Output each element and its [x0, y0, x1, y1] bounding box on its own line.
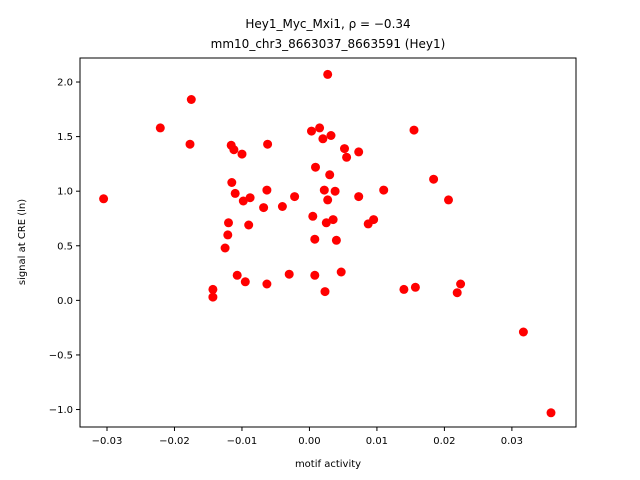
scatter-point: [240, 277, 250, 287]
scatter-point: [308, 211, 318, 221]
scatter-point: [185, 139, 195, 149]
scatter-point: [342, 152, 352, 162]
scatter-point: [330, 186, 340, 196]
y-tick-label: 2.0: [57, 78, 73, 89]
x-tick-label: −0.01: [227, 436, 258, 447]
y-tick-label: 0.5: [57, 241, 73, 252]
scatter-point: [518, 327, 528, 337]
x-ticks: −0.03 −0.02 −0.01 0.00 0.01 0.02 0.03: [92, 427, 523, 447]
scatter-point: [444, 195, 453, 205]
scatter-point: [354, 147, 364, 157]
x-tick-label: 0.03: [501, 436, 523, 447]
scatter-point: [262, 185, 272, 195]
y-axis-label: signal at CRE (ln): [17, 199, 28, 285]
scatter-point: [331, 235, 341, 245]
y-tick-label: 0.0: [57, 296, 73, 307]
scatter-point: [456, 279, 466, 289]
scatter-point: [208, 292, 218, 302]
scatter-point: [379, 185, 389, 195]
scatter-point: [340, 144, 349, 154]
scatter-point: [232, 270, 242, 280]
scatter-point: [208, 284, 218, 294]
scatter-point: [99, 194, 109, 204]
scatter-point: [399, 284, 409, 294]
y-tick-label: −1.0: [49, 405, 73, 416]
scatter-point: [284, 269, 294, 279]
scatter-point: [311, 162, 320, 172]
scatter-point: [244, 220, 254, 230]
scatter-point: [245, 193, 255, 203]
scatter-point: [326, 131, 336, 140]
chart-title-line1: Hey1_Myc_Mxi1, ρ = −0.34: [245, 17, 410, 31]
plot-frame: [79, 57, 577, 428]
chart-title-line2: mm10_chr3_8663037_8663591 (Hey1): [211, 37, 446, 51]
scatter-point: [263, 139, 273, 149]
scatter-point: [259, 203, 269, 213]
scatter-point: [224, 218, 233, 228]
scatter-point: [321, 218, 331, 228]
y-tick-label: 1.0: [57, 187, 73, 198]
points-layer: [99, 69, 556, 418]
scatter-point: [336, 267, 346, 277]
scatter-point: [310, 270, 320, 280]
scatter-point: [452, 288, 462, 298]
scatter-point: [328, 215, 338, 225]
scatter-point: [323, 195, 333, 205]
scatter-point: [354, 192, 364, 202]
scatter-point: [237, 149, 247, 159]
scatter-point: [546, 408, 556, 418]
x-tick-label: 0.00: [298, 436, 320, 447]
scatter-point: [310, 234, 320, 244]
x-tick-label: 0.01: [366, 436, 388, 447]
x-tick-label: −0.02: [159, 436, 190, 447]
scatter-point: [290, 192, 300, 202]
scatter-point: [325, 170, 335, 180]
scatter-point: [410, 282, 420, 292]
scatter-point: [262, 279, 272, 289]
scatter-point: [323, 69, 333, 79]
x-tick-label: 0.02: [433, 436, 455, 447]
scatter-point: [307, 126, 316, 136]
scatter-point: [186, 95, 196, 104]
y-ticks: −1.0 −0.5 0.0 0.5 1.0 1.5 2.0: [49, 78, 80, 416]
x-tick-label: −0.03: [92, 436, 123, 447]
y-tick-label: 1.5: [57, 132, 73, 143]
scatter-point: [319, 185, 329, 195]
scatter-point: [227, 178, 237, 187]
scatter-point: [220, 243, 230, 253]
scatter-point: [409, 125, 419, 135]
scatter-point: [230, 188, 240, 198]
scatter-point: [223, 230, 233, 240]
scatter-point: [229, 145, 239, 155]
y-tick-label: −0.5: [49, 350, 73, 361]
scatter-point: [320, 287, 330, 297]
scatter-point: [277, 202, 287, 211]
scatter-point: [429, 174, 439, 184]
scatter-point: [238, 196, 248, 206]
x-axis-label: motif activity: [295, 459, 361, 470]
scatter-point: [155, 123, 165, 133]
scatter-point: [318, 134, 328, 144]
scatter-point: [315, 123, 325, 133]
scatter-point: [369, 215, 379, 225]
